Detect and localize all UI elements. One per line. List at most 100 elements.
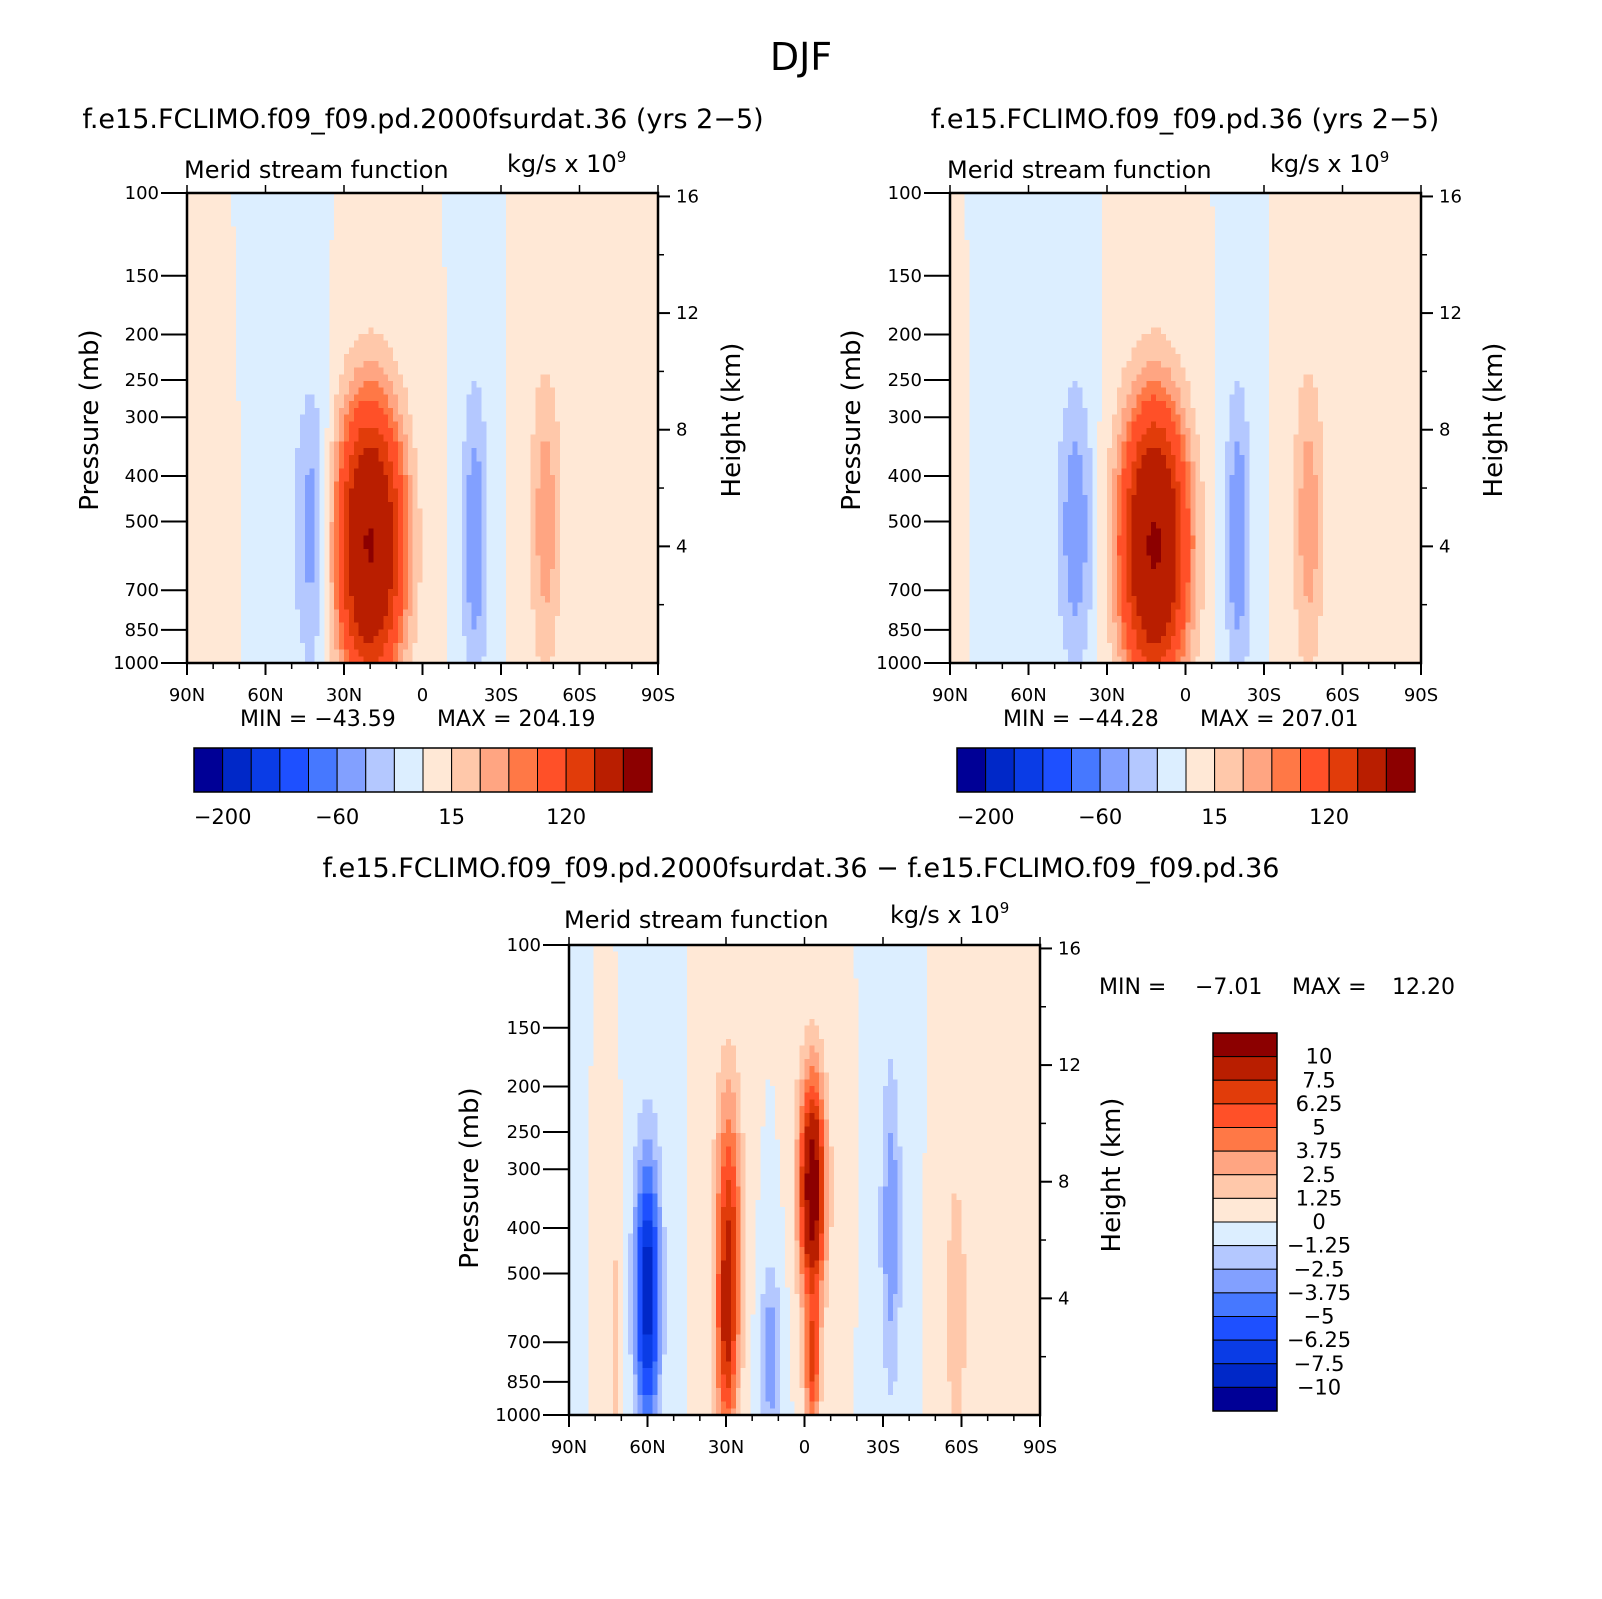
heatmap-cell bbox=[1057, 528, 1064, 537]
heatmap-cell bbox=[294, 481, 306, 490]
heatmap-cell bbox=[1146, 381, 1162, 389]
heatmap-cell bbox=[618, 1267, 624, 1275]
heatmap-cell bbox=[559, 461, 659, 469]
height-tick-label: 4 bbox=[676, 536, 687, 557]
heatmap-cell bbox=[667, 1341, 688, 1349]
heatmap-cell bbox=[530, 481, 541, 490]
heatmap-cell bbox=[1165, 387, 1182, 396]
heatmap-cell bbox=[1131, 582, 1177, 590]
heatmap-cell bbox=[1268, 475, 1295, 483]
heatmap-cell bbox=[505, 407, 536, 416]
heatmap-cell bbox=[1097, 595, 1108, 604]
heatmap-cell bbox=[1175, 528, 1182, 537]
heatmap-cell bbox=[637, 1314, 644, 1322]
heatmap-cell bbox=[1136, 414, 1172, 422]
heatmap-cell bbox=[922, 1253, 948, 1262]
heatmap-cell bbox=[339, 475, 350, 483]
heatmap-cell bbox=[784, 1260, 796, 1268]
heatmap-cell bbox=[618, 1260, 624, 1268]
heatmap-cell bbox=[799, 1206, 806, 1215]
colorbar-swatch bbox=[1212, 1079, 1278, 1105]
heatmap-cell bbox=[686, 1059, 722, 1067]
heatmap-cell bbox=[1244, 488, 1250, 496]
panel-2-title: f.e15.FCLIMO.f09_f09.pd.36 (yrs 2−5) bbox=[931, 104, 1439, 135]
heatmap-cell bbox=[726, 1381, 732, 1389]
heatmap-cell bbox=[814, 1086, 820, 1094]
heatmap-cell bbox=[505, 307, 659, 315]
heatmap-cell bbox=[686, 1045, 722, 1054]
heatmap-cell bbox=[324, 468, 330, 476]
heatmap-cell bbox=[1097, 575, 1108, 584]
heatmap-cell bbox=[187, 374, 237, 382]
heatmap-cell bbox=[819, 1227, 825, 1235]
heatmap-cell bbox=[461, 555, 468, 563]
heatmap-cell bbox=[535, 522, 556, 530]
heatmap-cell bbox=[824, 1133, 830, 1141]
heatmap-cell bbox=[1062, 421, 1088, 429]
heatmap-cell bbox=[755, 1287, 766, 1295]
heatmap-cell bbox=[833, 1200, 860, 1208]
heatmap-cell bbox=[593, 951, 619, 960]
heatmap-cell bbox=[883, 1267, 899, 1275]
heatmap-cell bbox=[1097, 421, 1113, 429]
heatmap-cell bbox=[422, 555, 448, 563]
heatmap-cell bbox=[1185, 582, 1192, 590]
heatmap-cell bbox=[550, 569, 561, 577]
heatmap-cell bbox=[339, 575, 345, 584]
heatmap-cell bbox=[393, 609, 404, 617]
colorbar-label: 6.25 bbox=[1296, 1092, 1343, 1116]
heatmap-cell bbox=[858, 1321, 884, 1329]
heatmap-cell bbox=[961, 1206, 1041, 1215]
heatmap-cell bbox=[1156, 394, 1172, 402]
heatmap-cell bbox=[642, 1274, 653, 1282]
heatmap-cell bbox=[775, 1361, 781, 1369]
heatmap-cell bbox=[447, 434, 468, 443]
heatmap-cell bbox=[1121, 468, 1133, 476]
heatmap-cell bbox=[632, 1280, 639, 1289]
heatmap-cell bbox=[353, 609, 389, 617]
heatmap-cell bbox=[344, 582, 350, 590]
heatmap-cell bbox=[339, 501, 345, 510]
heatmap-cell bbox=[466, 495, 482, 503]
heatmap-cell bbox=[804, 1388, 811, 1396]
heatmap-cell bbox=[883, 1220, 899, 1228]
heatmap-cell bbox=[569, 1119, 590, 1127]
heatmap-cell bbox=[1293, 602, 1324, 610]
heatmap-cell bbox=[294, 475, 306, 483]
heatmap-cell bbox=[726, 1039, 732, 1047]
lat-tick-label: 90S bbox=[1023, 1437, 1057, 1458]
heatmap-cell bbox=[540, 374, 551, 382]
heatmap-cell bbox=[486, 441, 507, 449]
colorbar-swatch bbox=[1212, 1174, 1278, 1199]
heatmap-cell bbox=[334, 522, 340, 530]
heatmap-cell bbox=[662, 1186, 688, 1195]
heatmap-cell bbox=[1102, 266, 1216, 275]
heatmap-cell bbox=[755, 1220, 786, 1228]
heatmap-cell bbox=[412, 535, 424, 543]
heatmap-cell bbox=[329, 609, 335, 617]
heatmap-cell bbox=[1180, 562, 1191, 570]
heatmap-cell bbox=[388, 454, 399, 463]
heatmap-cell bbox=[730, 1200, 737, 1208]
heatmap-cell bbox=[407, 542, 414, 550]
heatmap-cell bbox=[447, 649, 468, 657]
heatmap-cell bbox=[897, 1112, 928, 1121]
heatmap-cell bbox=[339, 481, 345, 490]
heatmap-cell bbox=[1195, 548, 1206, 557]
heatmap-cell bbox=[1268, 528, 1295, 537]
heatmap-cell bbox=[1214, 354, 1270, 362]
heatmap-cell bbox=[892, 1294, 904, 1302]
heatmap-cell bbox=[686, 1032, 806, 1040]
heatmap-cell bbox=[613, 1361, 619, 1369]
heatmap-cell bbox=[187, 233, 237, 241]
heatmap-cell bbox=[1102, 381, 1123, 389]
heatmap-cell bbox=[1126, 629, 1138, 637]
heatmap-cell bbox=[642, 1287, 653, 1295]
heatmap-cell bbox=[378, 381, 394, 389]
heatmap-cell bbox=[348, 589, 389, 597]
heatmap-cell bbox=[779, 1294, 791, 1302]
heatmap-cell bbox=[652, 1381, 658, 1389]
heatmap-cell bbox=[1175, 629, 1182, 637]
heatmap-cell bbox=[637, 1206, 644, 1215]
heatmap-cell bbox=[593, 1039, 619, 1047]
